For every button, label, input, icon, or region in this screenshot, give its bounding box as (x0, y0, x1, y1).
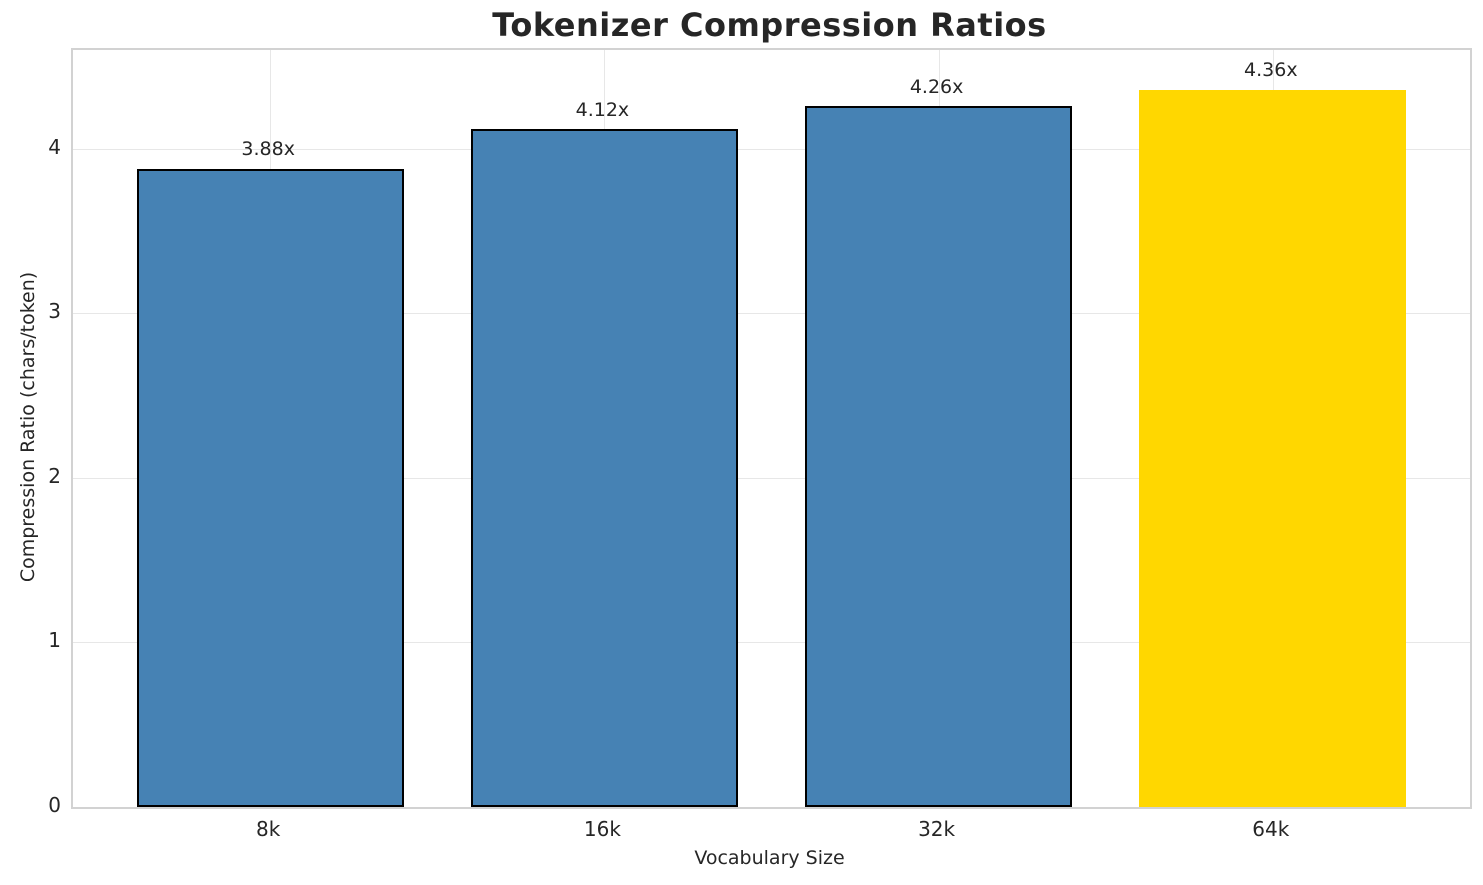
gridline-h (73, 477, 1470, 479)
bar-64k (1139, 89, 1407, 807)
bar-value-label: 3.88x (241, 138, 295, 161)
x-tick-label-64k: 64k (1252, 817, 1290, 841)
x-tick-label-16k: 16k (583, 817, 621, 841)
gridline-h (73, 313, 1470, 315)
bar-value-label: 4.36x (1244, 59, 1298, 82)
y-tick-label: 2 (48, 463, 61, 488)
bar-32k (804, 105, 1073, 807)
bar-value-label: 4.12x (575, 98, 630, 121)
y-tick-label: 0 (48, 793, 61, 817)
bar-16k (470, 129, 739, 807)
plot-area (71, 48, 1472, 809)
x-axis-label: Vocabulary Size (694, 847, 845, 869)
y-tick-label: 1 (48, 628, 61, 653)
x-tick-label-32k: 32k (918, 817, 956, 841)
gridline-h (73, 148, 1470, 150)
y-tick-label: 3 (48, 299, 61, 324)
gridline-h (73, 642, 1470, 644)
y-tick-label: 4 (48, 134, 61, 159)
x-tick-label-8k: 8k (256, 817, 281, 841)
chart-title: Tokenizer Compression Ratios (492, 6, 1047, 44)
bar-8k (136, 168, 404, 807)
bar-value-label: 4.26x (909, 75, 964, 98)
y-axis-label-wrap: Compression Ratio (chars/token) (16, 48, 40, 805)
